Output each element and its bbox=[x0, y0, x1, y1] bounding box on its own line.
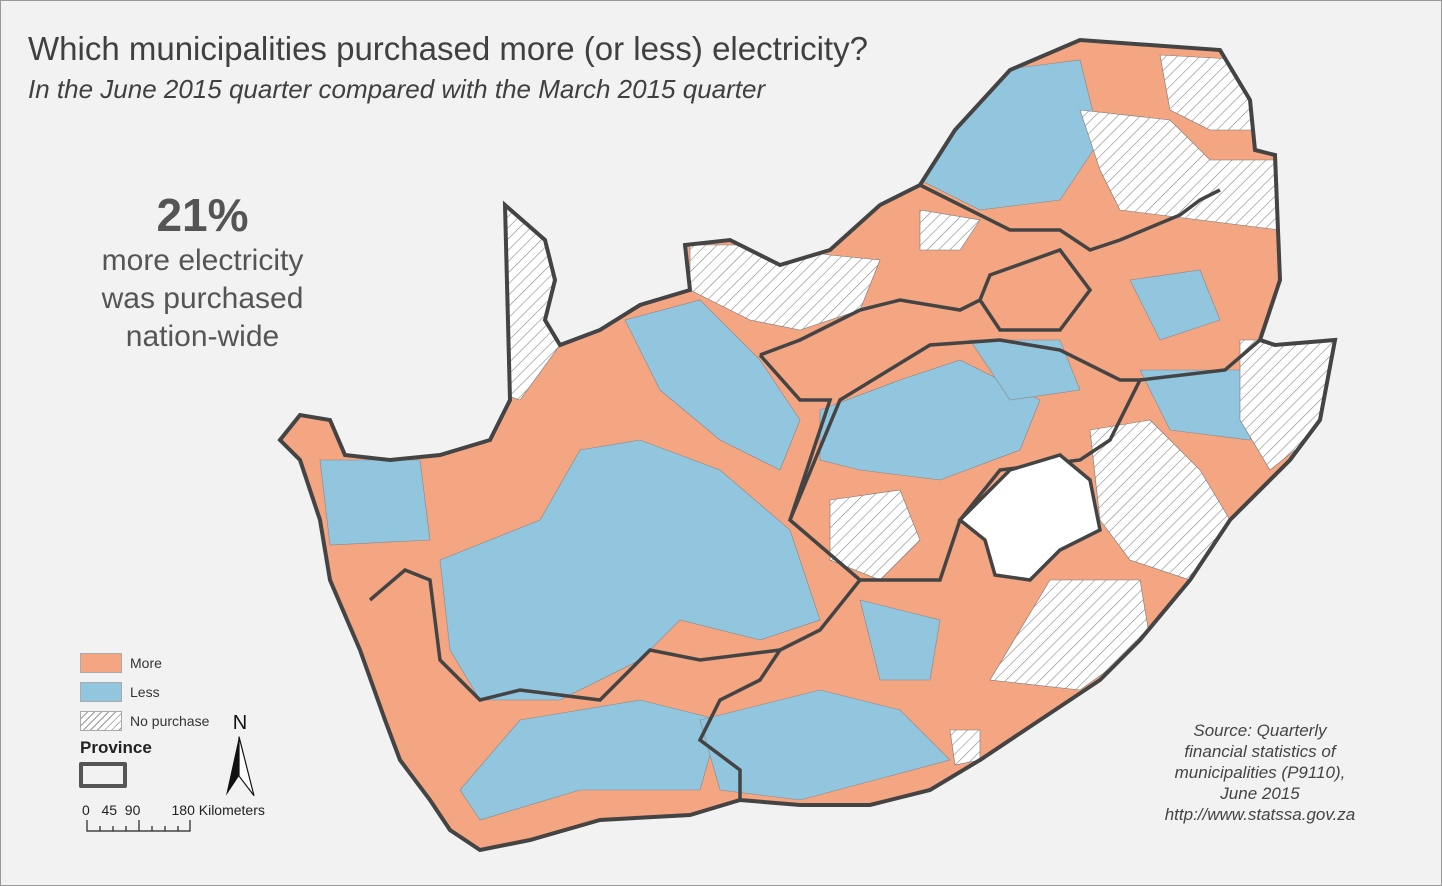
national-stat: 21% more electricity was purchased natio… bbox=[70, 188, 335, 356]
regions-no-purchase bbox=[504, 54, 1335, 766]
stat-value: 21% bbox=[156, 189, 249, 241]
north-arrow-icon bbox=[226, 736, 255, 796]
map-title: Which municipalities purchased more (or … bbox=[28, 30, 868, 67]
legend: More Less No purchase bbox=[80, 648, 209, 735]
scale-bar: 0 45 90 180 Kilometers bbox=[82, 802, 265, 837]
stat-line: nation-wide bbox=[125, 320, 280, 353]
north-arrow: N bbox=[222, 712, 258, 802]
regions-less bbox=[319, 59, 1261, 821]
stat-line: more electricity bbox=[101, 244, 304, 277]
scale-ruler bbox=[86, 820, 191, 832]
lesotho bbox=[957, 453, 1102, 582]
source-line: municipalities (P9110), bbox=[1174, 763, 1346, 782]
legend-label: No purchase bbox=[130, 712, 210, 729]
legend-item-no-purchase: No purchase bbox=[80, 706, 209, 735]
source-note: Source: Quarterly financial statistics o… bbox=[1140, 720, 1380, 825]
north-label: N bbox=[232, 712, 248, 734]
legend-item-less: Less bbox=[80, 677, 209, 706]
legend-label: Less bbox=[130, 683, 160, 700]
scale-ticks: 0 45 90 180 bbox=[82, 802, 195, 818]
source-line: financial statistics of bbox=[1184, 742, 1336, 761]
no-purchase-swatch bbox=[80, 710, 122, 731]
scale-unit: Kilometers bbox=[198, 802, 265, 818]
province-legend-label: Province bbox=[80, 738, 152, 757]
province-swatch bbox=[79, 762, 127, 788]
country-outline bbox=[277, 37, 1338, 853]
source-line: Source: Quarterly bbox=[1193, 721, 1327, 740]
more-swatch bbox=[80, 652, 122, 673]
legend-item-more: More bbox=[80, 648, 209, 677]
source-line: June 2015 bbox=[1220, 784, 1300, 803]
stat-line: was purchased bbox=[101, 282, 304, 315]
map-subtitle: In the June 2015 quarter compared with t… bbox=[28, 74, 766, 104]
less-swatch bbox=[80, 681, 122, 702]
source-url: http://www.statssa.gov.za bbox=[1164, 805, 1356, 824]
legend-label: More bbox=[130, 654, 162, 671]
